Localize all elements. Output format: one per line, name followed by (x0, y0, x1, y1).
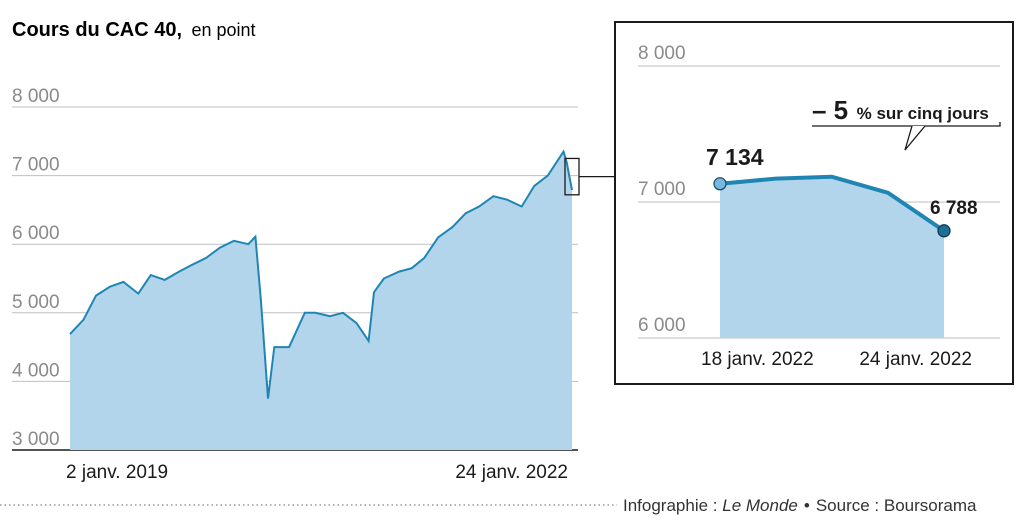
annotation-value: – 5 (812, 95, 848, 125)
annotation-text: % sur cinq jours (857, 104, 989, 123)
annotation-underline (812, 122, 1001, 127)
annotation-pointer (904, 125, 926, 151)
main-y-tick-label: 5 000 (12, 292, 60, 313)
inset-annotation: – 5 % sur cinq jours (812, 95, 989, 125)
main-y-tick-label: 6 000 (12, 223, 60, 244)
inset-start-label: 7 134 (706, 144, 764, 170)
footer-credit: Infographie : Le Monde • Source : Boursora… (623, 496, 977, 515)
chart-title-main: Cours du CAC 40, (12, 19, 182, 41)
footer-separator: • (804, 496, 810, 515)
inset-x-tick-label: 24 janv. 2022 (859, 349, 972, 370)
inset-end-label: 6 788 (930, 198, 978, 219)
inset-y-ticks: 8 000 7 000 6 000 (638, 43, 686, 336)
main-y-tick-label: 3 000 (12, 429, 60, 450)
inset-y-tick-label: 8 000 (638, 43, 686, 64)
main-x-tick-label: 2 janv. 2019 (66, 462, 168, 483)
inset-y-tick-label: 6 000 (638, 315, 686, 336)
inset-series-line (719, 174, 946, 233)
inset-y-tick-label: 7 000 (638, 179, 686, 200)
inset-area (720, 176, 944, 338)
main-area (70, 151, 572, 450)
main-y-ticks: 8 000 7 000 6 000 5 000 4 000 3 000 (12, 86, 60, 450)
footer-source: Source : Boursorama (816, 496, 977, 515)
chart-title: Cours du CAC 40, en point (12, 19, 256, 41)
chart-title-sub: en point (191, 20, 255, 40)
inset-x-ticks: 18 janv. 2022 24 janv. 2022 (701, 349, 972, 370)
main-y-tick-label: 4 000 (12, 360, 60, 381)
main-y-tick-label: 7 000 (12, 155, 60, 176)
inset-x-tick-label: 18 janv. 2022 (701, 349, 814, 370)
inset-start-point (713, 177, 727, 191)
footer-credit-prefix: Infographie : (623, 496, 722, 515)
main-series-line (69, 149, 573, 399)
main-x-ticks: 2 janv. 2019 24 janv. 2022 (66, 462, 568, 483)
main-y-tick-label: 8 000 (12, 86, 60, 107)
inset-end-point (937, 224, 951, 238)
main-x-tick-label: 24 janv. 2022 (455, 462, 568, 483)
footer-credit-name: Le Monde (722, 496, 798, 515)
